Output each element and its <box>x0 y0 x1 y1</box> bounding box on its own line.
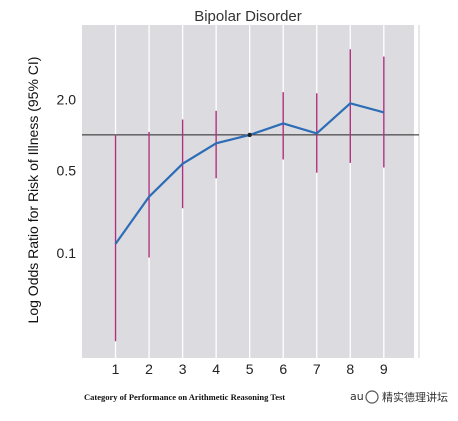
y-tick-label: 0.5 <box>57 163 77 179</box>
watermark: au 精实德理讲坛 <box>350 390 448 404</box>
x-tick-label: 1 <box>112 361 120 377</box>
x-tick-label: 2 <box>145 361 153 377</box>
x-tick-label: 9 <box>380 361 388 377</box>
grid-layer <box>114 25 385 358</box>
y-tick-label: 0.1 <box>57 245 77 261</box>
chart-title: Bipolar Disorder <box>194 8 302 25</box>
series-points <box>247 132 252 138</box>
y-tick-label: 2.0 <box>57 91 77 107</box>
x-axis-ticks: 1 2 3 4 5 6 7 8 9 <box>112 361 388 377</box>
y-axis-ticks: 0.1 0.5 2.0 <box>57 91 77 261</box>
x-tick-label: 4 <box>212 361 220 377</box>
x-tick-label: 7 <box>313 361 321 377</box>
x-tick-label: 5 <box>246 361 254 377</box>
watermark-logo-icon <box>365 390 379 404</box>
x-axis-label: Category of Performance on Arithmetic Re… <box>84 392 285 402</box>
y-axis-label: Log Odds Ratio for Risk of Illness (95% … <box>25 57 41 324</box>
x-tick-label: 3 <box>179 361 187 377</box>
data-point <box>247 132 252 138</box>
watermark-text: 精实德理讲坛 <box>382 390 448 404</box>
plot-area <box>82 25 414 358</box>
x-tick-label: 8 <box>346 361 354 377</box>
watermark-fragment: au <box>350 390 364 403</box>
x-tick-label: 6 <box>279 361 287 377</box>
